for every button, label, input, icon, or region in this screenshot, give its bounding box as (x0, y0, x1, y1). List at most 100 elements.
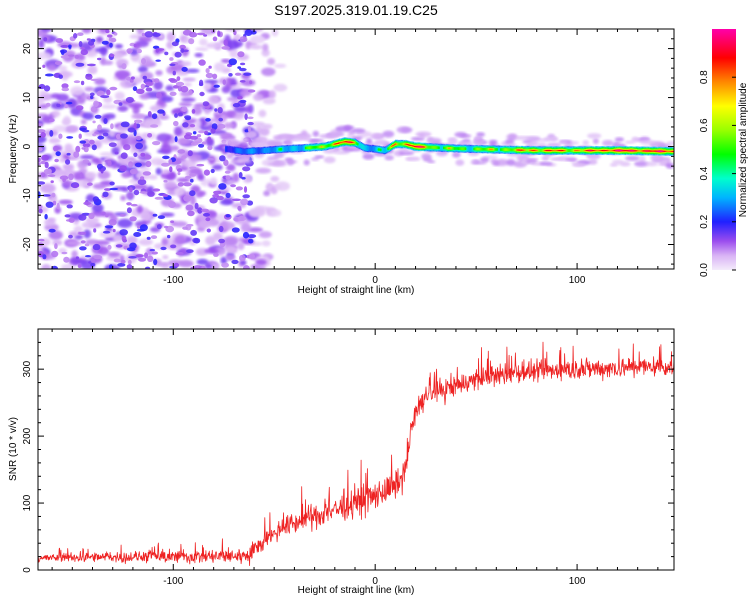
heatmap-ridge-cell (347, 141, 349, 143)
heatmap-noise-cell (203, 83, 212, 91)
heatmap-noise-cell (47, 217, 56, 222)
heatmap-ridge-cell (284, 146, 286, 152)
heatmap-noise-cell (123, 144, 131, 151)
heatmap-noise-cell (133, 232, 142, 237)
heatmap-noise-cell (162, 193, 169, 198)
heatmap-noise-cell (226, 39, 240, 50)
heatmap-ridge-cell (509, 148, 512, 152)
heatmap-ridge-cell (645, 150, 647, 152)
heatmap-halo-cell (565, 158, 578, 162)
heatmap-ridge-cell (258, 147, 261, 154)
heatmap-noise-cell (48, 137, 61, 144)
spectrogram-x-ticks: -100 0 100 (51, 29, 659, 286)
heatmap-ridge-cell (607, 149, 610, 152)
heatmap-noise-cell (225, 29, 241, 32)
heatmap-noise-cell (66, 204, 73, 209)
heatmap-noise-cell (213, 84, 220, 88)
heatmap-noise-cell (206, 228, 211, 233)
heatmap-noise-cell (225, 192, 231, 199)
heatmap-ridge-cell (292, 146, 295, 151)
heatmap-noise-cell (106, 89, 111, 96)
heatmap-noise-cell (152, 45, 160, 49)
heatmap-halo-cell (241, 137, 248, 144)
heatmap-noise-cell (144, 154, 152, 160)
heatmap-noise-cell (258, 231, 272, 239)
heatmap-ridge-cell (577, 149, 580, 152)
heatmap-noise-cell (189, 195, 196, 206)
heatmap-noise-cell (79, 140, 87, 144)
heatmap-ridge-cell (241, 148, 244, 155)
heatmap-noise-cell (153, 80, 164, 91)
heatmap-noise-cell (226, 179, 235, 185)
heatmap-ridge-cell (280, 147, 283, 151)
heatmap-noise-cell (188, 90, 193, 95)
chart-title: S197.2025.319.01.19.C25 (274, 2, 438, 18)
heatmap-noise-cell (139, 191, 148, 194)
heatmap-noise-cell (177, 182, 184, 187)
heatmap-noise-cell (240, 62, 246, 66)
heatmap-ridge-cell (302, 145, 305, 151)
heatmap-ridge-cell (458, 147, 461, 151)
heatmap-ridge-cell (432, 145, 434, 149)
heatmap-noise-cell (163, 179, 168, 183)
heatmap-noise-cell (174, 186, 185, 197)
heatmap-noise-cell (77, 264, 82, 268)
heatmap-noise-cell (139, 224, 148, 232)
heatmap-noise-cell (218, 183, 227, 190)
heatmap-noise-cell (135, 136, 142, 141)
heatmap-noise-cell (235, 186, 243, 191)
heatmap-noise-cell (203, 212, 210, 217)
heatmap-noise-cell (126, 207, 132, 214)
heatmap-halo-cell (488, 139, 498, 145)
heatmap-ridge-cell (585, 149, 588, 152)
heatmap-halo-cell (506, 159, 516, 166)
heatmap-ridge-cell (313, 145, 316, 149)
heatmap-noise-cell (84, 243, 90, 247)
heatmap-ridge-cell (508, 148, 511, 152)
heatmap-noise-cell (150, 235, 158, 240)
heatmap-halo-cell (602, 139, 614, 147)
heatmap-halo-cell (476, 132, 486, 137)
heatmap-ridge-cell (618, 149, 621, 152)
spectrogram-xlabel: Height of straight line (km) (298, 285, 415, 296)
heatmap-noise-cell (176, 177, 190, 183)
heatmap-ridge-cell (375, 146, 377, 152)
heatmap-noise-cell (267, 58, 276, 65)
snr-y-tick-label: 100 (22, 494, 33, 511)
heatmap-noise-cell (220, 58, 231, 64)
heatmap-ridge-cell (497, 147, 500, 152)
heatmap-halo-cell (241, 141, 248, 147)
heatmap-noise-cell (184, 115, 192, 119)
heatmap-noise-cell (249, 253, 255, 260)
heatmap-noise-cell (38, 39, 45, 49)
heatmap-noise-cell (192, 131, 197, 135)
heatmap-noise-cell (48, 118, 55, 122)
heatmap-noise-cell (61, 83, 69, 89)
heatmap-ridge-cell (665, 150, 668, 153)
heatmap-noise-cell (127, 102, 144, 109)
colorbar-tick-label: 0.0 (699, 263, 710, 277)
heatmap-noise-cell (136, 205, 143, 214)
heatmap-noise-cell (126, 48, 133, 54)
heatmap-halo-cell (454, 131, 468, 138)
heatmap-noise-cell (199, 79, 204, 86)
heatmap-noise-cell (273, 83, 288, 92)
heatmap-ridge-cell (238, 147, 240, 154)
heatmap-ridge-cell (669, 150, 672, 153)
heatmap-noise-cell (152, 188, 161, 192)
heatmap-noise-cell (129, 216, 137, 222)
heatmap-noise-cell (116, 133, 121, 140)
heatmap-ridge-cell (584, 149, 587, 152)
heatmap-ridge-cell (543, 149, 546, 152)
heatmap-noise-cell (226, 163, 236, 172)
heatmap-noise-cell (164, 225, 169, 229)
heatmap-noise-cell (109, 181, 115, 186)
heatmap-noise-cell (249, 207, 266, 218)
heatmap-noise-cell (185, 204, 194, 211)
heatmap-ridge-cell (427, 145, 429, 149)
heatmap-ridge-cell (455, 147, 457, 150)
heatmap-noise-cell (114, 151, 119, 155)
heatmap-ridge-cell (278, 148, 280, 151)
heatmap-ridge-cell (467, 146, 469, 152)
heatmap-noise-cell (114, 91, 125, 101)
